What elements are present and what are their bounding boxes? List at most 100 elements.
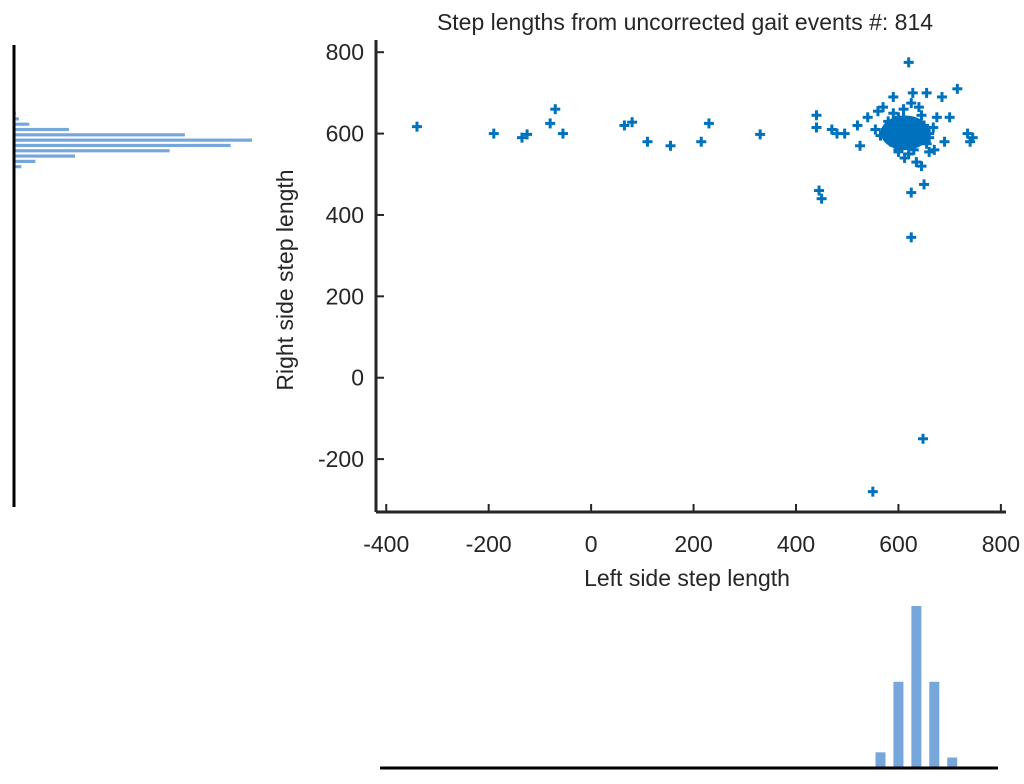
scatter-point	[899, 153, 910, 163]
scatter-point	[665, 140, 676, 151]
scatter-point	[642, 136, 653, 147]
scatter-point	[883, 116, 894, 127]
y-tick-label: 0	[351, 365, 364, 391]
scatter-point	[696, 136, 707, 147]
y-axis-label: Right side step length	[272, 169, 298, 390]
scatter-point	[916, 110, 927, 121]
y-tick-label: -200	[318, 446, 364, 472]
scatter-point	[888, 126, 899, 137]
scatter-point	[885, 136, 896, 147]
scatter-point	[896, 135, 907, 146]
scatter-point	[880, 124, 891, 135]
scatter-point	[816, 193, 827, 204]
scatter-point	[811, 122, 822, 133]
chart-title: Step lengths from uncorrected gait event…	[437, 9, 933, 35]
scatter-point	[921, 138, 932, 149]
x-tick-label: -400	[363, 531, 409, 557]
y-hist-bar	[14, 154, 76, 158]
scatter-point	[924, 132, 935, 143]
scatter-point	[755, 129, 766, 140]
scatter-point	[898, 104, 909, 115]
scatter-point	[872, 106, 883, 117]
y-hist-bar	[14, 165, 22, 169]
scatter-point	[902, 127, 913, 138]
scatter-point	[411, 121, 422, 132]
scatter-point	[944, 112, 955, 123]
scatter-point	[916, 161, 927, 172]
scatter-point	[550, 104, 561, 115]
scatter-point	[921, 87, 932, 98]
scatter-point	[903, 57, 914, 68]
scatter-point	[893, 146, 904, 157]
y-tick-label: 800	[326, 39, 364, 65]
scatter-point	[545, 118, 556, 129]
scatter-point	[855, 140, 866, 151]
scatter-point	[862, 112, 873, 123]
scatter-point	[839, 128, 850, 139]
scatter-point	[906, 187, 917, 198]
x-hist-bar	[929, 681, 940, 768]
scatter-point	[852, 120, 863, 131]
x-hist-bar	[947, 757, 958, 768]
scatter-point	[918, 433, 929, 444]
scatter-point	[931, 112, 942, 123]
x-tick-label: 0	[585, 531, 598, 557]
y-hist-bar	[14, 138, 252, 142]
scatter-point	[619, 120, 630, 131]
scatter-point	[875, 130, 886, 141]
scatter-point	[928, 122, 939, 133]
y-tick-label: 400	[326, 202, 364, 228]
scatter-plot-area: -400 -200 0 200 400 600 800 -200 0 200 400 600 800	[318, 39, 1020, 557]
scatter-point	[939, 136, 950, 147]
scatter-point	[703, 118, 714, 129]
x-hist-bar	[875, 752, 886, 768]
scatter-point	[826, 124, 837, 135]
x-tick-label: -200	[466, 531, 512, 557]
scatter-point	[911, 157, 922, 168]
scatter-point	[906, 98, 917, 109]
y-hist-bar	[14, 122, 30, 126]
scatter-point	[867, 486, 878, 497]
scatter-point	[908, 144, 919, 155]
scatter-point	[907, 87, 918, 98]
scatter-point	[814, 185, 825, 196]
scatter-point	[811, 110, 822, 121]
scatter-point	[967, 132, 978, 143]
scatter-point	[516, 132, 527, 143]
y-hist-bar	[14, 117, 19, 121]
scatter-point	[878, 102, 889, 113]
scatter-point	[627, 117, 638, 128]
scatter-point	[906, 232, 917, 243]
scatter-point	[914, 129, 925, 140]
scatter-point	[522, 129, 533, 140]
scatter-point	[962, 128, 973, 139]
scatter-point	[919, 120, 930, 131]
x-tick-label: 600	[879, 531, 917, 557]
scatter-point	[929, 144, 940, 155]
scatter-point	[924, 146, 935, 157]
x-axis-label: Left side step length	[584, 565, 790, 591]
y-hist-bar	[14, 149, 170, 153]
y-tick-label: 600	[326, 121, 364, 147]
scatter-point	[952, 83, 963, 94]
y-tick-label: 200	[326, 283, 364, 309]
y-marginal-histogram	[12, 45, 252, 507]
scatter-point	[919, 179, 930, 190]
scatter-point	[870, 124, 881, 135]
x-hist-bar	[893, 681, 904, 768]
x-hist-bar	[911, 606, 922, 768]
scatter-point	[913, 102, 924, 113]
x-tick-label: 400	[777, 531, 815, 557]
x-tick-label: 200	[674, 531, 712, 557]
y-hist-bar	[14, 127, 69, 132]
x-marginal-histogram	[380, 606, 998, 770]
scatter-point	[488, 128, 499, 139]
scatter-point	[907, 134, 918, 145]
scatter-point	[888, 91, 899, 102]
scatter-point	[888, 108, 899, 119]
scatter-point	[892, 118, 903, 129]
x-tick-label: 800	[982, 531, 1020, 557]
y-hist-bar	[14, 159, 36, 163]
